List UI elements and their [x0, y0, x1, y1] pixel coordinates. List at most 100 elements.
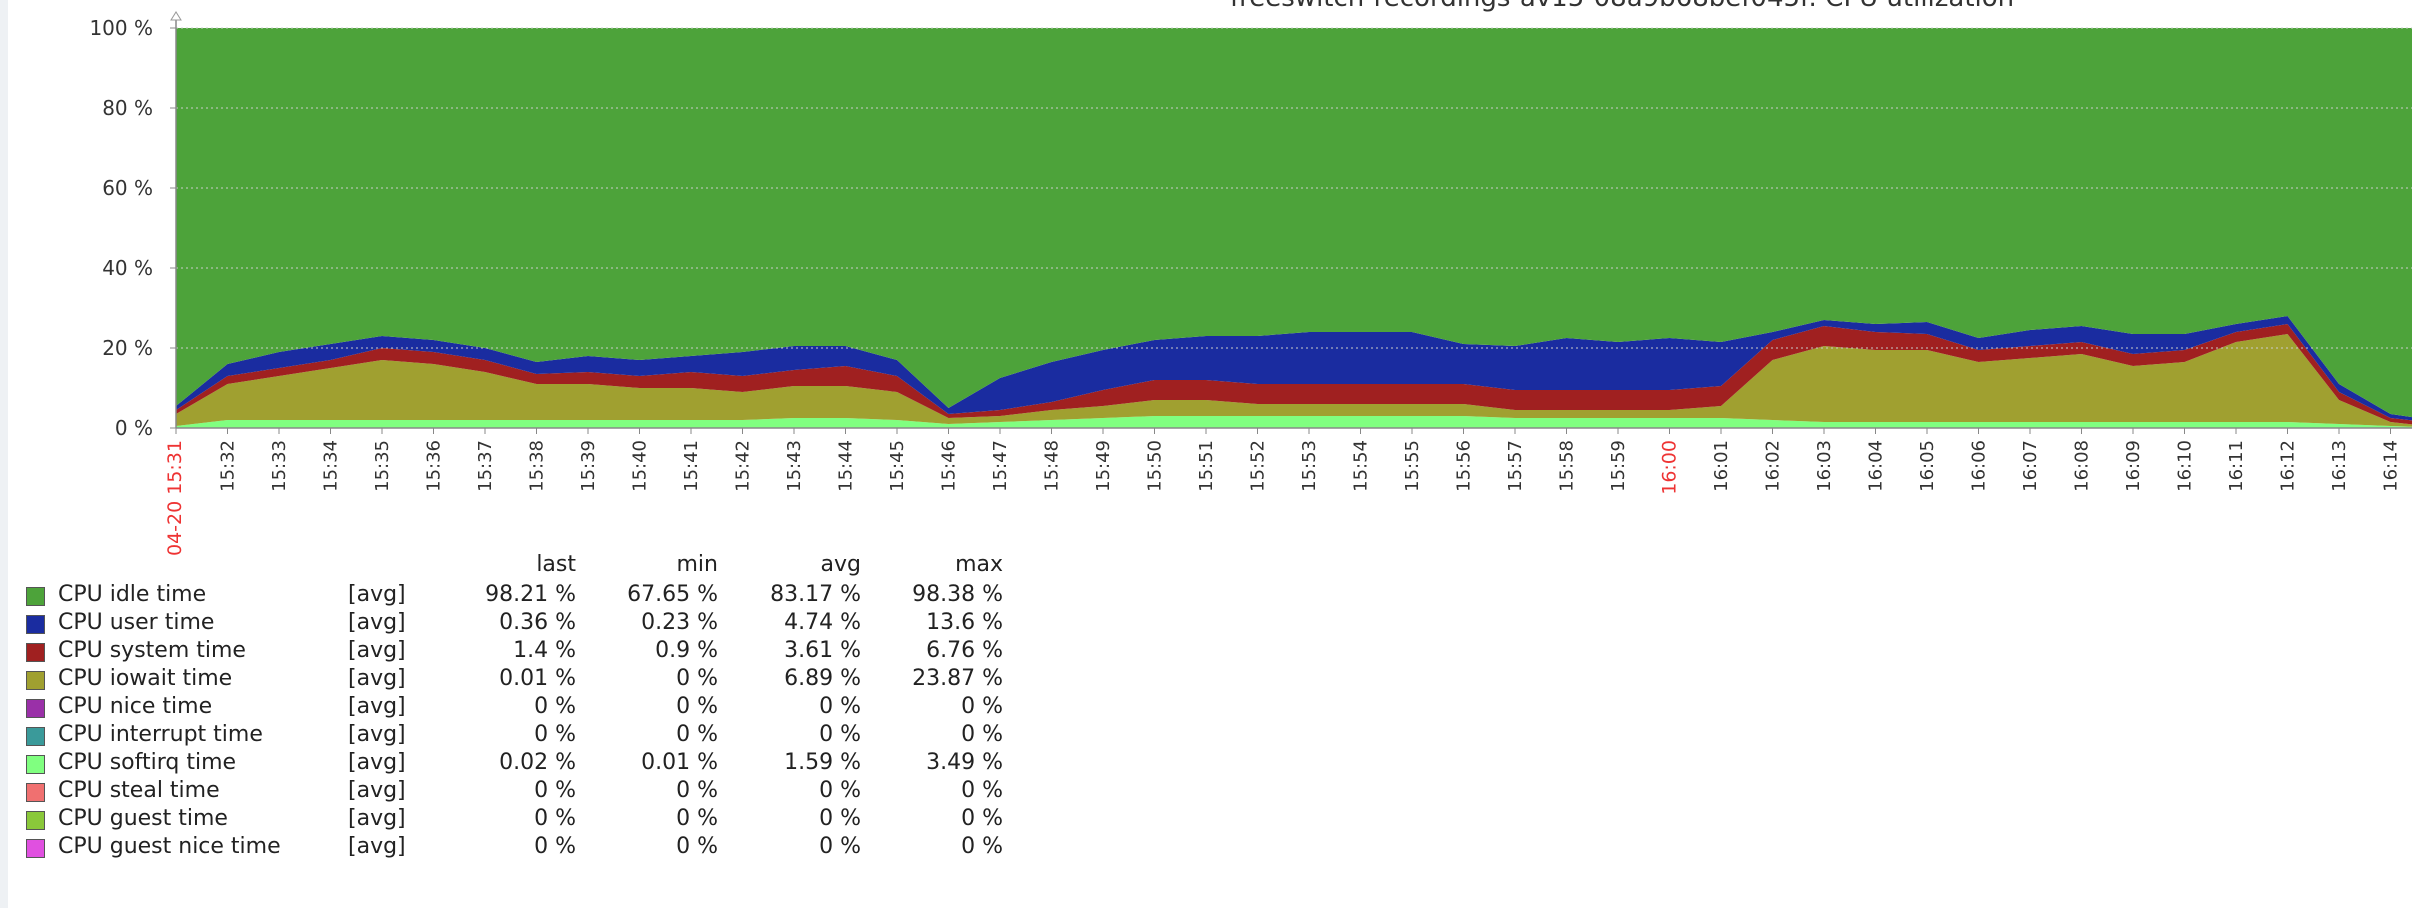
x-tick-label: 15:35	[372, 440, 393, 492]
x-tick-label: 16:01	[1711, 440, 1732, 492]
legend-item-last: 98.21 %	[485, 582, 576, 607]
legend-item-function: [avg]	[348, 638, 406, 663]
x-tick-label: 15:36	[424, 440, 445, 492]
x-tick-label: 16:00	[1659, 440, 1681, 495]
legend-item-name: CPU nice time	[58, 694, 213, 719]
x-tick-label: 15:33	[269, 440, 290, 492]
legend-swatch	[26, 727, 45, 746]
x-tick-label: 15:40	[630, 440, 651, 492]
legend-item-last: 0 %	[534, 694, 576, 719]
legend-item-name: CPU guest nice time	[58, 834, 281, 859]
legend-item-min: 0 %	[676, 666, 718, 691]
legend-header-max: max	[955, 552, 1003, 577]
legend-item-min: 0.9 %	[655, 638, 718, 663]
x-tick-label: 04-20 15:31	[164, 440, 186, 556]
legend-swatch	[26, 587, 45, 606]
legend-item-name: CPU interrupt time	[58, 722, 263, 747]
legend-item-function: [avg]	[348, 750, 406, 775]
legend-swatch	[26, 811, 45, 830]
x-tick-label: 16:06	[1969, 440, 1990, 492]
area-series	[176, 416, 2412, 428]
x-tick-label: 16:09	[2123, 440, 2144, 492]
legend-item-avg: 3.61 %	[784, 638, 861, 663]
legend-item-max: 0 %	[961, 694, 1003, 719]
legend-item-avg: 0 %	[819, 834, 861, 859]
x-tick-label: 16:11	[2226, 440, 2247, 492]
legend-item-max: 6.76 %	[926, 638, 1003, 663]
x-tick-label: 15:50	[1145, 440, 1166, 492]
x-tick-label: 16:13	[2329, 440, 2350, 492]
legend-item-last: 0 %	[534, 834, 576, 859]
x-tick-label: 15:58	[1557, 440, 1578, 492]
legend-item-function: [avg]	[348, 778, 406, 803]
legend-header: last min avg max	[26, 552, 1026, 580]
legend-item-name: CPU idle time	[58, 582, 207, 607]
area-series	[176, 334, 2412, 427]
x-tick-label: 16:14	[2381, 440, 2402, 492]
legend-item-function: [avg]	[348, 610, 406, 635]
legend-swatch	[26, 839, 45, 858]
legend-item-max: 98.38 %	[912, 582, 1003, 607]
legend-row: CPU steal time [avg] 0 % 0 % 0 % 0 %	[26, 778, 1026, 806]
legend-item-last: 0 %	[534, 722, 576, 747]
y-axis: 0 % 20 % 40 % 60 % 80 % 100 %	[89, 11, 2412, 440]
legend-item-max: 0 %	[961, 722, 1003, 747]
legend-item-max: 13.6 %	[926, 610, 1003, 635]
legend-item-avg: 4.74 %	[784, 610, 861, 635]
y-tick-label: 60 %	[102, 176, 153, 200]
legend-item-last: 0.36 %	[499, 610, 576, 635]
legend-item-last: 1.4 %	[513, 638, 576, 663]
y-axis-arrow	[170, 11, 182, 21]
legend-item-last: 0.01 %	[499, 666, 576, 691]
legend-item-min: 0 %	[676, 694, 718, 719]
x-tick-label: 15:55	[1402, 440, 1423, 492]
x-tick-label: 15:41	[681, 440, 702, 492]
legend-item-function: [avg]	[348, 834, 406, 859]
legend-item-avg: 83.17 %	[770, 582, 861, 607]
legend-item-min: 67.65 %	[627, 582, 718, 607]
x-tick-label: 16:07	[2020, 440, 2041, 492]
x-tick-label: 16:12	[2278, 440, 2299, 492]
legend-item-avg: 0 %	[819, 806, 861, 831]
x-tick-label: 15:37	[475, 440, 496, 492]
x-tick-label: 15:38	[527, 440, 548, 492]
x-tick-label: 15:57	[1505, 440, 1526, 492]
x-tick-label: 16:10	[2175, 440, 2196, 492]
page-left-edge	[0, 0, 8, 908]
legend-swatch	[26, 643, 45, 662]
x-axis: 04-20 15:31 15:32 15:33 15:34 15:35 15:36 15:3…	[164, 427, 2412, 556]
legend-item-last: 0 %	[534, 806, 576, 831]
legend-item-max: 0 %	[961, 806, 1003, 831]
x-tick-label: 16:03	[1814, 440, 1835, 492]
x-tick-label: 15:39	[578, 440, 599, 492]
legend-row: CPU system time [avg] 1.4 % 0.9 % 3.61 % 6.76…	[26, 638, 1026, 666]
legend-item-min: 0 %	[676, 778, 718, 803]
x-tick-label: 16:04	[1866, 440, 1887, 492]
legend-swatch	[26, 615, 45, 634]
legend-item-min: 0 %	[676, 806, 718, 831]
x-tick-label: 16:02	[1763, 440, 1784, 492]
legend-swatch	[26, 671, 45, 690]
legend-item-avg: 0 %	[819, 694, 861, 719]
legend-item-avg: 1.59 %	[784, 750, 861, 775]
x-tick-label: 16:08	[2072, 440, 2093, 492]
area-series	[176, 28, 2412, 418]
legend-item-function: [avg]	[348, 694, 406, 719]
x-tick-label: 15:59	[1608, 440, 1629, 492]
legend-item-function: [avg]	[348, 666, 406, 691]
x-tick-label: 15:53	[1299, 440, 1320, 492]
y-tick-label: 100 %	[89, 16, 153, 40]
legend-row: CPU idle time [avg] 98.21 % 67.65 % 83.17 % 9…	[26, 582, 1026, 610]
x-tick-label: 15:32	[218, 440, 239, 492]
legend-row: CPU interrupt time [avg] 0 % 0 % 0 % 0 %	[26, 722, 1026, 750]
x-tick-label: 15:42	[733, 440, 754, 492]
x-tick-label: 15:44	[836, 440, 857, 492]
legend-item-min: 0 %	[676, 722, 718, 747]
x-tick-label: 16:05	[1917, 440, 1938, 492]
legend-header-avg: avg	[820, 552, 861, 577]
legend-item-name: CPU iowait time	[58, 666, 233, 691]
legend-item-avg: 6.89 %	[784, 666, 861, 691]
chart-title: freeswitch-recordings-av15-08a9b68bef045…	[1230, 0, 2014, 13]
chart-area: freeswitch-recordings-av15-08a9b68bef045…	[89, 0, 2412, 556]
legend-item-max: 23.87 %	[912, 666, 1003, 691]
